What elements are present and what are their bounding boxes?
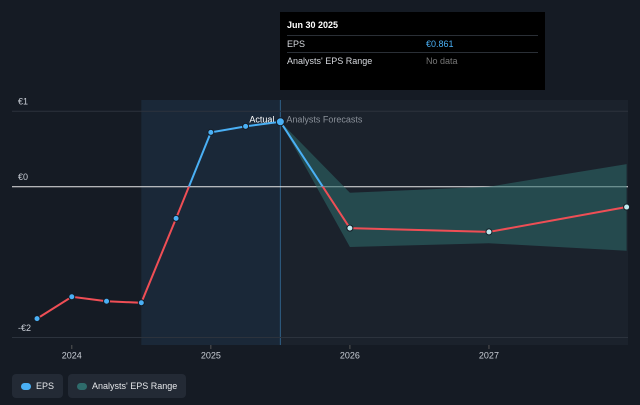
tooltip: Jun 30 2025 EPS €0.861 Analysts' EPS Rang… <box>280 12 545 90</box>
legend-label: EPS <box>36 381 55 391</box>
eps-point <box>346 224 354 232</box>
eps-point <box>33 315 41 323</box>
y-tick-label: €1 <box>18 97 28 107</box>
legend-swatch <box>21 382 31 390</box>
tooltip-value: No data <box>426 56 458 66</box>
chart: Actual Analysts Forecasts €1 €0 -€2 2024 2025 2… <box>12 97 631 360</box>
eps-point <box>485 228 493 236</box>
tooltip-value: €0.861 <box>426 39 454 49</box>
tooltip-label: Analysts' EPS Range <box>287 56 373 66</box>
x-tick-label: 2025 <box>201 350 221 360</box>
tooltip-date: Jun 30 2025 <box>287 20 339 30</box>
legend-label: Analysts' EPS Range <box>92 381 178 391</box>
eps-point <box>68 293 76 301</box>
y-tick-label: -€2 <box>18 323 31 333</box>
x-tick-label: 2027 <box>479 350 499 360</box>
eps-point <box>242 122 250 130</box>
forecast-label: Analysts Forecasts <box>286 114 363 124</box>
x-tick-label: 2026 <box>340 350 360 360</box>
legend-item[interactable]: EPS <box>12 374 64 398</box>
legend-item[interactable]: Analysts' EPS Range <box>68 374 187 398</box>
eps-point <box>623 203 631 211</box>
tooltip-row: EPS €0.861 <box>287 35 538 52</box>
legend-swatch <box>77 382 87 390</box>
range-band <box>280 121 627 251</box>
y-tick-label: €0 <box>18 172 28 182</box>
eps-point <box>103 297 111 305</box>
tooltip-label: EPS <box>287 39 306 49</box>
eps-point <box>275 117 285 127</box>
eps-point <box>137 299 145 307</box>
actual-label: Actual <box>249 114 274 124</box>
x-tick-label: 2024 <box>62 350 82 360</box>
eps-point <box>172 214 180 222</box>
eps-point <box>207 128 215 136</box>
actual-region <box>141 100 281 345</box>
tooltip-row: Analysts' EPS Range No data <box>287 52 538 69</box>
